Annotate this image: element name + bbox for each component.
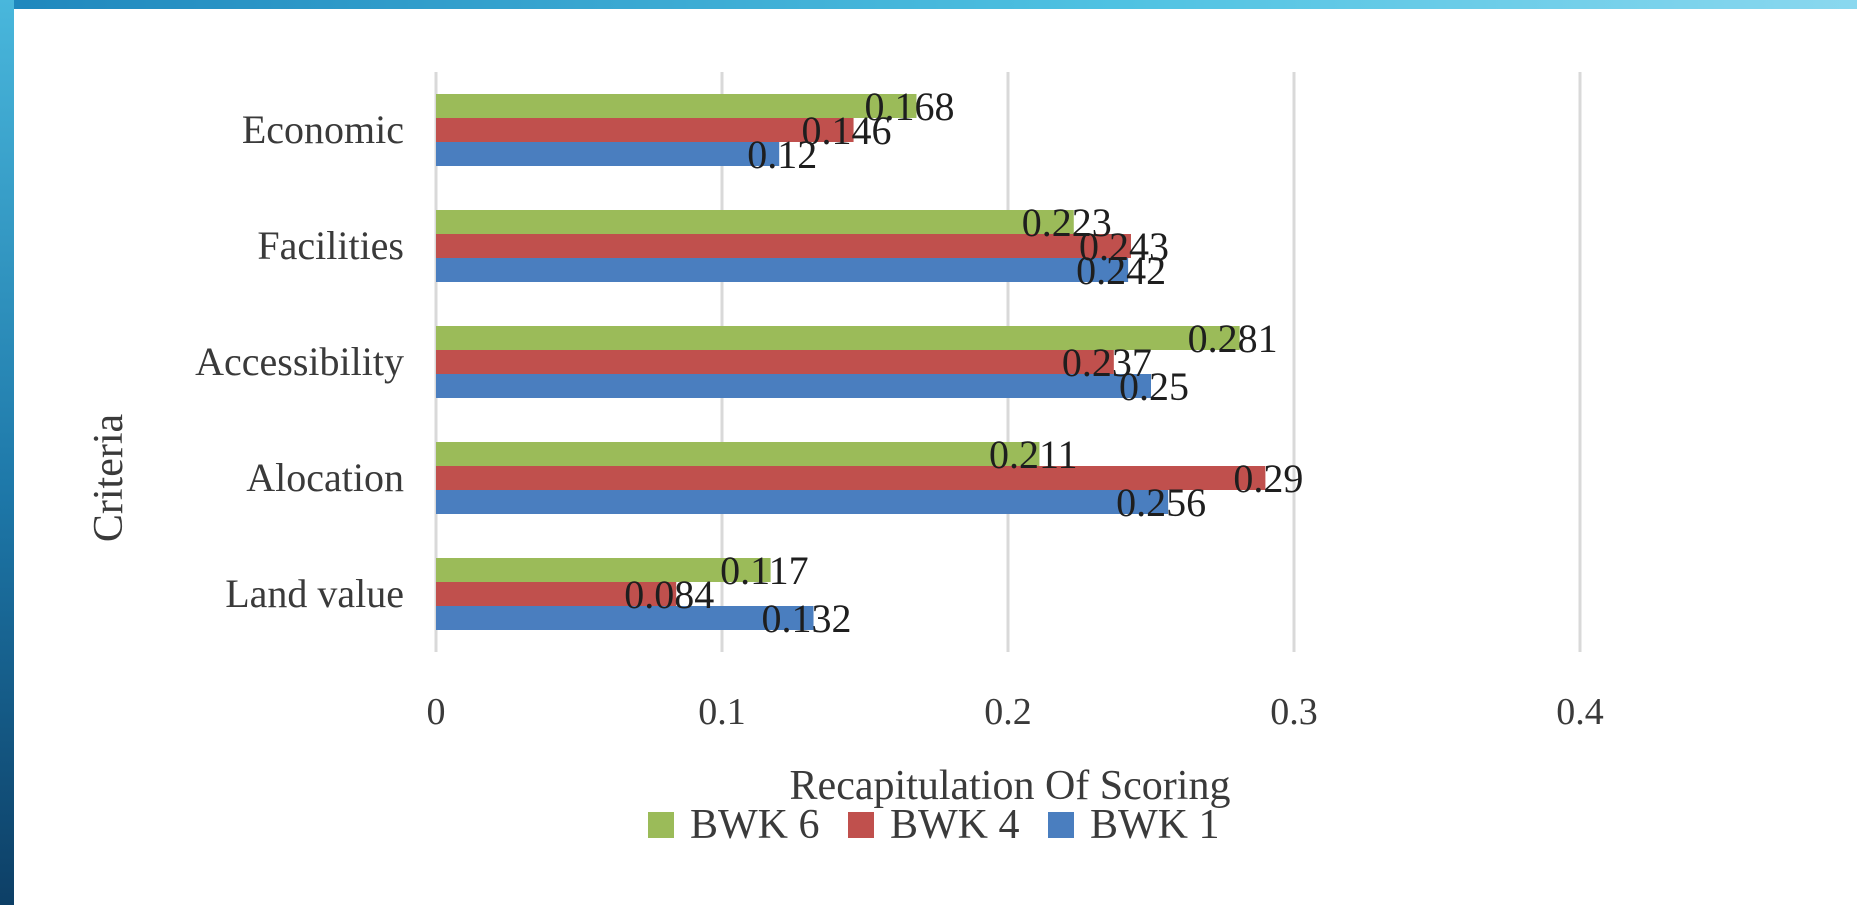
legend-label: BWK 4 [890, 802, 1020, 848]
bar-bwk-4 [436, 118, 854, 142]
bars [436, 94, 1266, 630]
bar-bwk-1 [436, 258, 1129, 282]
legend-label: BWK 6 [690, 802, 820, 848]
data-label: 0.243 [1079, 224, 1169, 269]
x-axis-tick-labels: 0 0.1 0.2 0.3 0.4 [427, 691, 1604, 733]
data-label: 0.25 [1119, 364, 1189, 409]
y-category-label: Accessibility [195, 339, 404, 384]
y-axis-category-labels: Land value Alocation Accessibility Faciliti… [195, 107, 404, 616]
data-label: 0.168 [864, 84, 954, 129]
data-label: 0.223 [1022, 200, 1112, 245]
slide-top-accent-bar [0, 0, 1857, 9]
legend-swatch-bwk-4 [848, 812, 874, 838]
bar-bwk-4 [436, 234, 1131, 258]
bar-bwk-1 [436, 490, 1169, 514]
y-category-label: Land value [225, 571, 404, 616]
bar-bwk-4 [436, 350, 1114, 374]
data-label: 0.256 [1116, 480, 1206, 525]
x-tick-label: 0.4 [1556, 691, 1604, 733]
y-category-label: Facilities [257, 223, 404, 268]
data-label: 0.132 [762, 596, 852, 641]
bar-bwk-4 [436, 582, 677, 606]
legend-swatch-bwk-1 [1048, 812, 1074, 838]
y-category-label: Economic [242, 107, 404, 152]
legend: BWK 6 BWK 4 BWK 1 [648, 802, 1220, 848]
bar-bwk-1 [436, 374, 1151, 398]
data-label: 0.281 [1188, 316, 1278, 361]
x-tick-label: 0.1 [698, 691, 746, 733]
data-label: 0.084 [624, 572, 714, 617]
data-label: 0.211 [989, 432, 1078, 477]
bar-bwk-4 [436, 466, 1266, 490]
y-category-label: Alocation [246, 455, 404, 500]
data-label: 0.29 [1233, 456, 1303, 501]
bar-bwk-6 [436, 558, 771, 582]
bar-bwk-6 [436, 210, 1074, 234]
bar-bwk-6 [436, 326, 1240, 350]
data-label: 0.146 [802, 108, 892, 153]
bar-bwk-6 [436, 94, 917, 118]
data-label: 0.242 [1076, 248, 1166, 293]
y-axis-title: Criteria [86, 414, 132, 543]
slide-left-accent-bar [0, 0, 14, 905]
bar-bwk-6 [436, 442, 1040, 466]
x-tick-label: 0.3 [1270, 691, 1318, 733]
bar-bwk-1 [436, 142, 780, 166]
bar-bwk-1 [436, 606, 814, 630]
x-tick-label: 0.2 [984, 691, 1032, 733]
data-label: 0.237 [1062, 340, 1152, 385]
x-axis-title: Recapitulation Of Scoring [790, 763, 1231, 809]
legend-swatch-bwk-6 [648, 812, 674, 838]
legend-label: BWK 1 [1090, 802, 1220, 848]
x-tick-label: 0 [427, 691, 446, 733]
data-label: 0.117 [720, 548, 809, 593]
data-label: 0.12 [747, 132, 817, 177]
